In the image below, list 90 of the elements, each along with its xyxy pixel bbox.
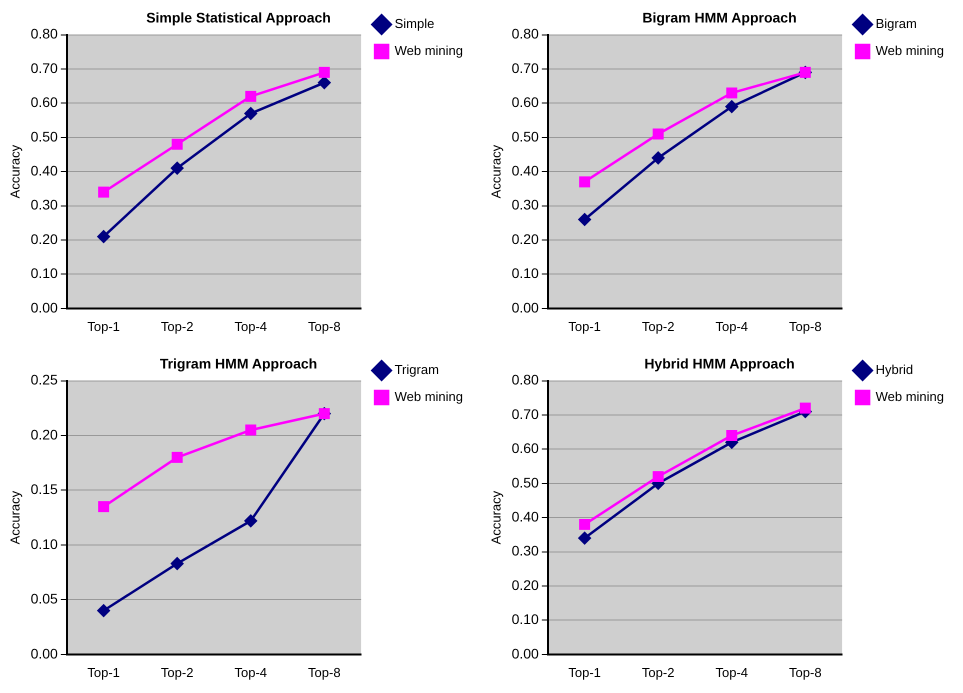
y-tick-label: 0.20 — [30, 230, 58, 247]
y-tick-label: 0.70 — [512, 60, 540, 76]
y-tick-label: 0.15 — [30, 481, 58, 498]
legend-label: Hybrid — [876, 362, 914, 378]
point — [318, 66, 330, 78]
legend-label: Bigram — [876, 16, 917, 32]
y-tick-label: 0.20 — [512, 230, 540, 247]
point — [244, 107, 258, 120]
point — [318, 76, 331, 89]
x-tick-label: Top-2 — [642, 664, 674, 680]
x-tick-label: Top-8 — [789, 664, 822, 680]
y-tick-label: 0.50 — [512, 474, 540, 490]
x-tick-label: Top-8 — [789, 318, 822, 334]
chart-title: Simple Statistical Approach — [146, 9, 331, 26]
y-tick-label: 0.80 — [512, 26, 540, 42]
point — [579, 176, 590, 188]
x-tick-label: Top-2 — [642, 318, 674, 334]
point — [726, 430, 738, 442]
y-axis-title: Accuracy — [7, 144, 22, 198]
x-tick-label: Top-4 — [715, 318, 748, 334]
point — [652, 128, 664, 140]
point — [170, 557, 184, 570]
y-tick-label: 0.20 — [30, 426, 58, 442]
y-tick-label: 0.20 — [512, 576, 540, 593]
x-tick-label: Top-8 — [308, 664, 341, 680]
y-axis-title: Accuracy — [7, 490, 22, 544]
y-axis-title: Accuracy — [488, 490, 504, 544]
y-tick-label: 0.00 — [512, 299, 540, 316]
point — [98, 186, 110, 198]
point — [172, 138, 183, 150]
point — [98, 501, 110, 512]
y-tick-label: 0.60 — [30, 94, 58, 110]
point — [245, 90, 256, 102]
y-tick-label: 0.10 — [30, 536, 58, 552]
y-tick-label: 0.00 — [30, 645, 58, 662]
x-tick-label: Top-1 — [87, 318, 120, 334]
x-tick-label: Top-1 — [568, 318, 601, 334]
y-tick-label: 0.60 — [512, 94, 540, 110]
y-tick-label: 0.00 — [512, 645, 540, 662]
legend-label: Web mining — [876, 389, 944, 404]
y-tick-label: 0.40 — [512, 162, 540, 178]
point — [652, 152, 664, 164]
x-tick-label: Top-1 — [568, 664, 601, 680]
point — [97, 604, 110, 617]
y-tick-label: 0.50 — [512, 128, 540, 144]
y-tick-label: 0.30 — [512, 542, 540, 559]
y-tick-label: 0.10 — [512, 265, 540, 282]
point — [578, 532, 591, 544]
y-tick-label: 0.50 — [30, 128, 58, 144]
legend-label: Web mining — [394, 43, 464, 58]
chart-title: Bigram HMM Approach — [642, 9, 797, 26]
point — [652, 471, 664, 482]
y-tick-label: 0.00 — [30, 299, 58, 316]
y-tick-label: 0.40 — [512, 508, 540, 524]
legend-label: Trigram — [394, 362, 439, 378]
y-tick-label: 0.70 — [512, 406, 540, 422]
y-tick-label: 0.80 — [30, 26, 58, 42]
x-tick-label: Top-4 — [234, 664, 268, 680]
point — [170, 162, 184, 174]
x-tick-label: Top-4 — [234, 318, 268, 334]
point — [800, 402, 811, 414]
point — [172, 452, 183, 463]
point — [726, 100, 738, 113]
point — [244, 514, 258, 528]
y-tick-label: 0.30 — [512, 196, 540, 213]
x-tick-label: Top-8 — [308, 318, 341, 334]
x-tick-label: Top-2 — [160, 664, 194, 680]
y-tick-label: 0.60 — [512, 440, 540, 456]
point — [245, 424, 256, 436]
x-tick-label: Top-4 — [715, 664, 748, 680]
point — [97, 230, 110, 243]
y-tick-label: 0.25 — [30, 372, 58, 388]
point — [578, 213, 591, 226]
x-tick-label: Top-1 — [87, 664, 120, 680]
y-axis-title: Accuracy — [488, 144, 504, 198]
chart-title: Hybrid HMM Approach — [644, 355, 795, 372]
y-tick-label: 0.70 — [30, 60, 58, 76]
y-tick-label: 0.10 — [30, 265, 58, 282]
legend-label: Simple — [394, 16, 434, 32]
legend-label: Web mining — [394, 389, 464, 404]
y-tick-label: 0.80 — [512, 372, 540, 388]
y-tick-label: 0.05 — [30, 590, 58, 607]
chart-title: Trigram HMM Approach — [160, 355, 318, 372]
y-tick-label: 0.10 — [512, 611, 540, 628]
y-tick-label: 0.40 — [30, 162, 58, 178]
legend-label: Web mining — [876, 43, 944, 58]
point — [726, 87, 738, 98]
x-tick-label: Top-2 — [160, 318, 194, 334]
point — [579, 518, 590, 530]
y-tick-label: 0.30 — [30, 196, 58, 213]
